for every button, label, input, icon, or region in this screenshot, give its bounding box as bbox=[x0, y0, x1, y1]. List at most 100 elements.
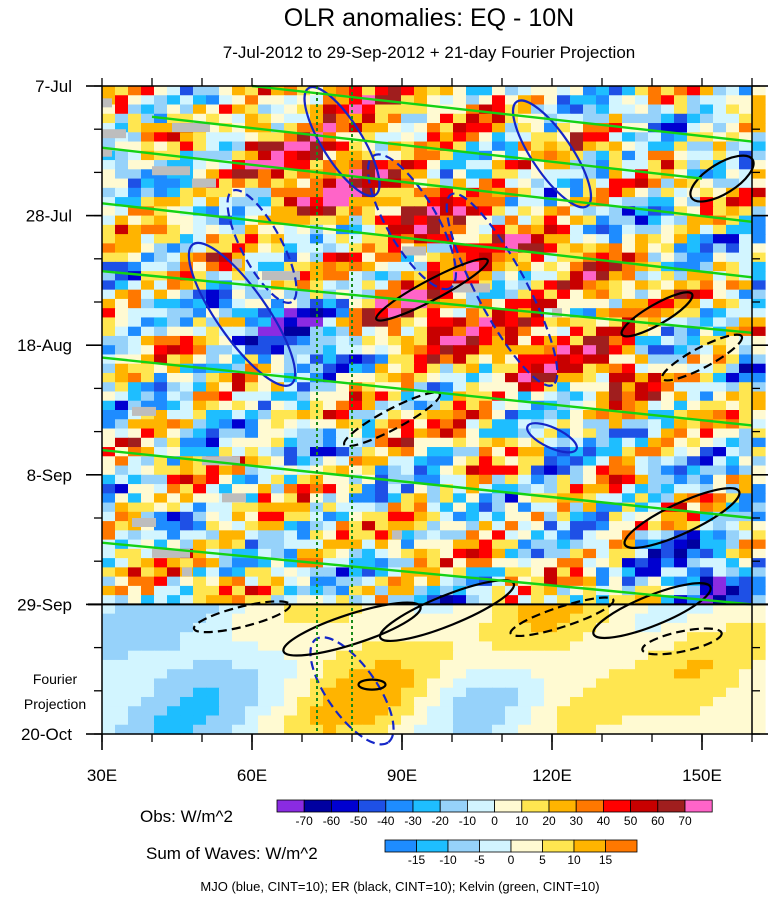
waves-cell bbox=[167, 632, 181, 643]
obs-cell bbox=[570, 548, 584, 559]
waves-cell bbox=[336, 678, 350, 689]
obs-cell bbox=[752, 428, 766, 439]
obs-cell bbox=[570, 576, 584, 587]
waves-cell bbox=[453, 706, 467, 717]
waves-cell bbox=[401, 696, 415, 707]
obs-cell bbox=[414, 345, 428, 356]
obs-cell bbox=[414, 335, 428, 346]
waves-cell bbox=[245, 724, 259, 735]
obs-cell bbox=[752, 132, 766, 143]
obs-cell bbox=[154, 234, 168, 244]
waves-cell bbox=[713, 687, 727, 698]
obs-cell bbox=[180, 354, 194, 365]
obs-cell bbox=[154, 197, 168, 207]
obs-cell bbox=[557, 372, 571, 383]
obs-cell bbox=[388, 150, 402, 161]
obs-cell bbox=[375, 539, 389, 550]
waves-cell bbox=[323, 715, 337, 726]
obs-cell bbox=[336, 141, 350, 152]
obs-cell bbox=[583, 437, 597, 448]
obs-cell bbox=[440, 150, 454, 161]
obs-cell bbox=[440, 372, 454, 383]
colorbar-box bbox=[439, 799, 468, 813]
obs-cell bbox=[427, 511, 441, 522]
obs-cell bbox=[323, 317, 337, 328]
obs-cell bbox=[635, 567, 649, 578]
obs-cell bbox=[622, 160, 636, 170]
obs-cell bbox=[557, 197, 571, 207]
waves-cell bbox=[375, 715, 389, 726]
obs-cell bbox=[349, 252, 363, 263]
obs-cell bbox=[414, 95, 428, 106]
obs-cell bbox=[388, 160, 402, 170]
waves-cell bbox=[453, 604, 467, 615]
obs-cell bbox=[752, 187, 766, 198]
waves-cell bbox=[492, 687, 506, 698]
obs-cell bbox=[271, 548, 285, 559]
obs-cell bbox=[544, 474, 558, 485]
obs-cell bbox=[596, 178, 610, 189]
obs-cell bbox=[570, 511, 584, 522]
obs-cell bbox=[167, 132, 181, 143]
obs-cell bbox=[609, 317, 623, 328]
obs-cell bbox=[557, 317, 571, 328]
waves-cell bbox=[596, 687, 610, 698]
waves-cell bbox=[141, 724, 155, 735]
obs-cell bbox=[401, 261, 415, 272]
obs-cell bbox=[622, 400, 636, 411]
obs-cell bbox=[544, 354, 558, 365]
obs-cell bbox=[687, 539, 701, 550]
obs-cell bbox=[310, 548, 324, 559]
missing-data-patch bbox=[452, 283, 490, 293]
waves-cell bbox=[297, 706, 311, 717]
obs-cell bbox=[180, 234, 194, 244]
obs-cell bbox=[674, 141, 688, 152]
obs-cell bbox=[271, 456, 285, 467]
obs-cell bbox=[154, 419, 168, 430]
obs-cell bbox=[115, 484, 129, 494]
obs-cell bbox=[713, 224, 727, 235]
waves-cell bbox=[440, 724, 454, 735]
obs-cell bbox=[128, 502, 142, 513]
obs-cell bbox=[284, 502, 298, 513]
obs-cell bbox=[206, 187, 220, 198]
obs-cell bbox=[726, 502, 740, 513]
obs-cell bbox=[388, 169, 402, 180]
obs-cell bbox=[492, 419, 506, 430]
obs-cell bbox=[505, 391, 519, 402]
obs-cell bbox=[206, 261, 220, 272]
obs-cell bbox=[440, 345, 454, 356]
obs-cell bbox=[661, 493, 675, 504]
obs-cell bbox=[674, 234, 688, 244]
obs-cell bbox=[531, 123, 545, 133]
obs-cell bbox=[531, 261, 545, 272]
waves-cell bbox=[648, 632, 662, 643]
obs-cell bbox=[427, 502, 441, 513]
waves-cell bbox=[700, 696, 714, 707]
obs-cell bbox=[284, 261, 298, 272]
obs-cell bbox=[362, 308, 376, 319]
obs-cell bbox=[271, 215, 285, 226]
obs-cell bbox=[622, 437, 636, 448]
obs-cell bbox=[349, 141, 363, 152]
obs-cell bbox=[739, 261, 753, 272]
waves-cell bbox=[115, 706, 129, 717]
obs-cell bbox=[752, 558, 766, 568]
obs-cell bbox=[466, 197, 480, 207]
obs-cell bbox=[622, 280, 636, 291]
obs-cell bbox=[700, 280, 714, 291]
obs-cell bbox=[583, 206, 597, 217]
waves-cell bbox=[271, 687, 285, 698]
obs-cell bbox=[726, 567, 740, 578]
obs-cell bbox=[492, 326, 506, 337]
obs-cell bbox=[700, 391, 714, 402]
obs-cell bbox=[752, 113, 766, 124]
waves-cell bbox=[193, 687, 207, 698]
obs-cell bbox=[284, 308, 298, 319]
obs-cell bbox=[375, 335, 389, 346]
obs-cell bbox=[414, 215, 428, 226]
obs-cell bbox=[635, 206, 649, 217]
obs-cell bbox=[349, 335, 363, 346]
obs-cell bbox=[336, 215, 350, 226]
obs-cell bbox=[154, 354, 168, 365]
